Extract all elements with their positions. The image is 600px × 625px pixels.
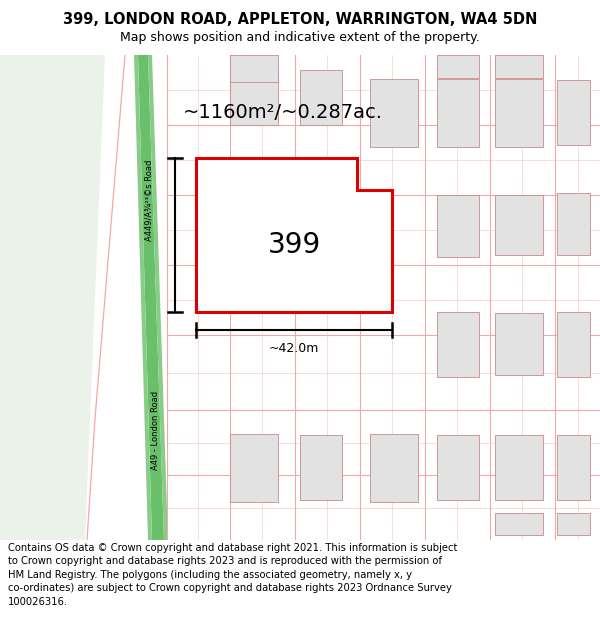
Bar	[557, 193, 590, 255]
Text: 399, LONDON ROAD, APPLETON, WARRINGTON, WA4 5DN: 399, LONDON ROAD, APPLETON, WARRINGTON, …	[63, 12, 537, 27]
Bar	[300, 70, 342, 125]
Polygon shape	[196, 158, 392, 312]
Bar	[370, 434, 418, 502]
Bar	[437, 435, 479, 500]
Bar	[437, 195, 479, 257]
Bar	[557, 312, 590, 377]
Bar	[557, 435, 590, 500]
Text: A49 - London Road: A49 - London Road	[151, 391, 160, 469]
Polygon shape	[148, 55, 168, 540]
Bar	[495, 55, 543, 78]
Bar	[495, 313, 543, 375]
Text: Contains OS data © Crown copyright and database right 2021. This information is : Contains OS data © Crown copyright and d…	[8, 542, 457, 607]
Bar	[437, 312, 479, 377]
Bar	[370, 79, 418, 147]
Bar	[495, 79, 543, 147]
Bar	[557, 80, 590, 145]
Polygon shape	[134, 55, 152, 540]
Text: ~42.0m: ~42.0m	[269, 342, 319, 355]
Bar	[230, 434, 278, 502]
Bar	[557, 513, 590, 535]
Polygon shape	[0, 55, 105, 540]
Bar	[495, 195, 543, 255]
Bar	[222, 170, 319, 285]
Polygon shape	[138, 55, 164, 540]
Bar	[230, 70, 278, 125]
Text: A449/A¾²³©s Road: A449/A¾²³©s Road	[145, 159, 154, 241]
Text: Map shows position and indicative extent of the property.: Map shows position and indicative extent…	[120, 31, 480, 44]
Bar	[437, 79, 479, 147]
Bar	[495, 513, 543, 535]
Text: 399: 399	[268, 231, 320, 259]
Bar	[495, 435, 543, 500]
Bar	[300, 435, 342, 500]
Bar	[230, 55, 278, 82]
Text: ~1160m²/~0.287ac.: ~1160m²/~0.287ac.	[183, 102, 383, 121]
Bar	[437, 55, 479, 78]
